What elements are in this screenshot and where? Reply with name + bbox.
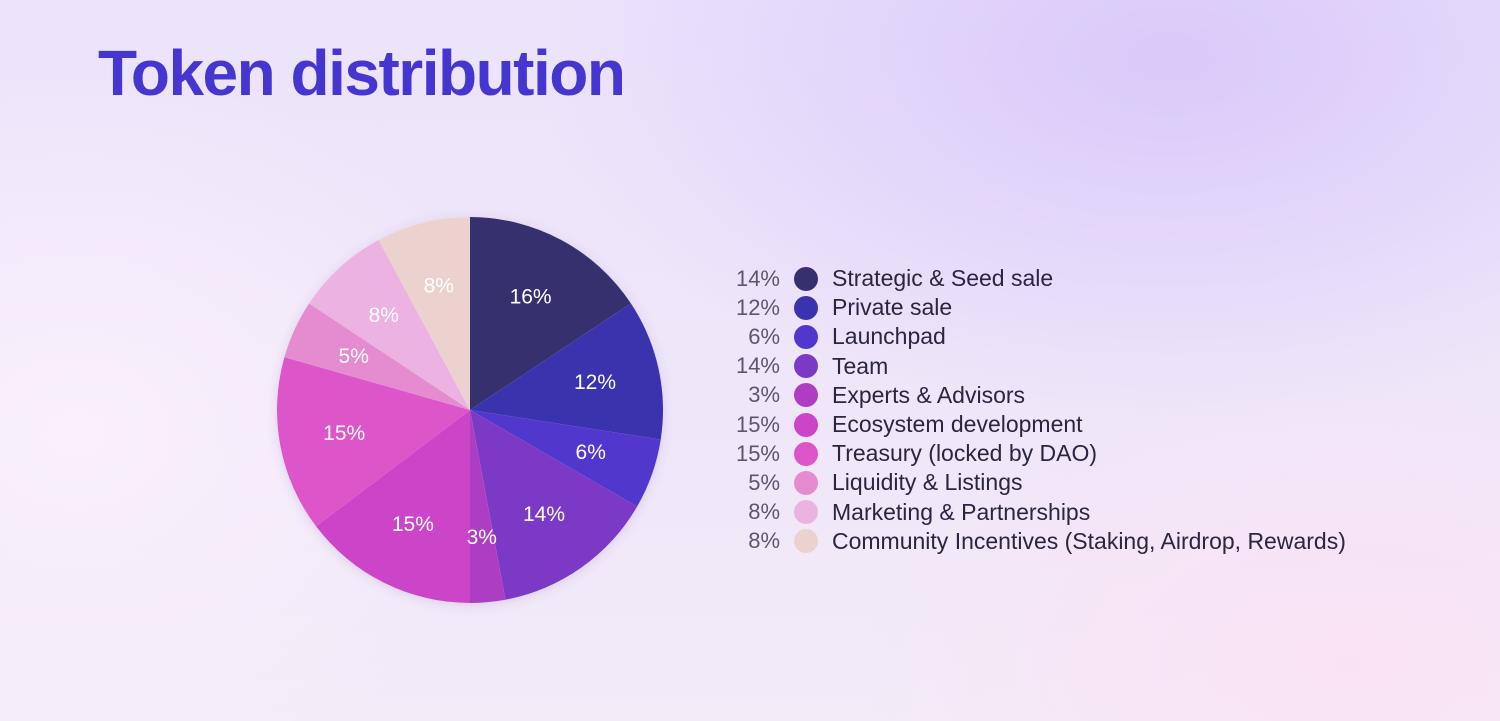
legend-swatch xyxy=(794,295,818,320)
legend-item: 5% Liquidity & Listings xyxy=(726,468,1346,497)
pie-slice-label: 8% xyxy=(424,274,454,297)
legend-value: 15% xyxy=(735,440,780,466)
legend-swatch xyxy=(794,500,818,525)
legend-label: Treasury (locked by DAO) xyxy=(832,440,1097,467)
pie-slice-label: 3% xyxy=(467,526,497,549)
pie-slice-label: 16% xyxy=(510,286,552,309)
legend-item: 8% Marketing & Partnerships xyxy=(726,498,1346,527)
pie-slice xyxy=(378,217,470,410)
pie-slice-label: 12% xyxy=(574,371,616,394)
legend-swatch xyxy=(794,470,818,495)
legend-swatch xyxy=(794,266,818,291)
legend-swatch xyxy=(794,383,818,408)
legend-value: 14% xyxy=(735,265,780,291)
pie-slice-label: 14% xyxy=(523,503,565,526)
legend-value: 12% xyxy=(735,294,780,320)
pie-slice xyxy=(470,410,638,600)
pie-slice-label: 15% xyxy=(323,422,365,445)
legend-label: Team xyxy=(832,352,889,379)
legend-value: 6% xyxy=(748,323,780,349)
legend-value: 8% xyxy=(748,528,780,554)
pie-slice-label: 8% xyxy=(369,304,399,327)
legend-item: 3% Experts & Advisors xyxy=(726,381,1346,410)
pie-slice-label: 5% xyxy=(339,345,369,368)
legend-swatch xyxy=(794,354,818,379)
legend-label: Strategic & Seed sale xyxy=(832,265,1054,292)
legend-label: Private sale xyxy=(832,294,953,321)
legend-label: Experts & Advisors xyxy=(832,381,1026,408)
legend-label: Launchpad xyxy=(832,323,946,350)
legend-swatch xyxy=(794,412,818,437)
page-title: Token distribution xyxy=(98,37,626,109)
legend-label: Ecosystem development xyxy=(832,411,1083,438)
legend-item: 6% Launchpad xyxy=(726,322,1346,351)
pie-slice-label: 6% xyxy=(576,441,606,464)
legend-item: 14% Team xyxy=(726,352,1346,381)
pie-slice xyxy=(284,303,470,410)
legend-item: 12% Private sale xyxy=(726,293,1346,322)
pie-slice-label: 15% xyxy=(392,513,434,536)
legend-item: 14% Strategic & Seed sale xyxy=(726,264,1346,293)
legend-item: 15% Ecosystem development xyxy=(726,410,1346,439)
legend-label: Marketing & Partnerships xyxy=(832,498,1091,525)
legend-value: 15% xyxy=(735,411,780,437)
legend-swatch xyxy=(794,529,818,554)
legend-value: 14% xyxy=(735,353,780,379)
legend-swatch xyxy=(794,441,818,466)
legend-value: 3% xyxy=(748,382,780,408)
legend-item: 8% Community Incentives (Staking, Airdrop… xyxy=(726,527,1346,556)
legend-label: Liquidity & Listings xyxy=(832,469,1023,496)
legend-item: 15% Treasury (locked by DAO) xyxy=(726,439,1346,468)
pie-slice xyxy=(470,410,506,603)
legend-value: 5% xyxy=(748,469,780,495)
pie-slice xyxy=(470,217,631,410)
legend-swatch xyxy=(794,324,818,349)
pie-slice xyxy=(470,303,664,440)
legend-label: Community Incentives (Staking, Airdrop, … xyxy=(832,527,1346,554)
pie-slice xyxy=(315,410,470,603)
pie-slice xyxy=(470,410,661,507)
pie-slice xyxy=(309,239,470,410)
legend-value: 8% xyxy=(748,499,780,525)
pie-slice xyxy=(277,357,470,527)
chart-legend: 14% Strategic & Seed sale 12% Private sale 6… xyxy=(726,264,1346,556)
